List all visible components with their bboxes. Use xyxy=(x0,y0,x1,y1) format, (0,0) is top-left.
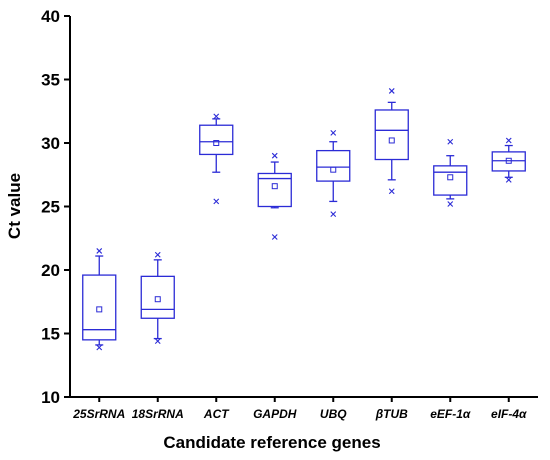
outlier-marker xyxy=(447,138,454,145)
x-tick-label: eEF-1α xyxy=(430,407,471,421)
box-eEF-1α xyxy=(433,138,468,207)
outlier-stroke xyxy=(330,211,337,218)
outlier-stroke xyxy=(505,176,512,183)
iqr-box xyxy=(316,149,351,182)
mean-marker xyxy=(505,157,512,164)
box-GAPDH xyxy=(257,152,292,240)
y-tick-label: 10 xyxy=(41,388,60,407)
outlier-stroke xyxy=(330,129,337,136)
box-βTUB xyxy=(374,88,409,195)
outlier-stroke xyxy=(271,234,278,240)
outlier-stroke xyxy=(271,152,278,159)
axes-group: 10 15 20 25 30 35 40 25SrRNA 18SrRNA ACT GAPDH UBQ β… xyxy=(41,7,538,421)
outlier-stroke xyxy=(388,188,395,195)
outlier-stroke xyxy=(388,88,395,94)
outlier-marker xyxy=(154,338,161,345)
mean-marker xyxy=(388,137,395,144)
iqr-box xyxy=(374,109,409,161)
x-tick-label: 25SrRNA xyxy=(72,407,125,421)
iqr-box xyxy=(140,275,175,319)
iqr-box xyxy=(257,172,292,208)
outlier-marker xyxy=(213,113,220,120)
iqr-box xyxy=(199,124,234,156)
x-tick-label: βTUB xyxy=(375,407,408,421)
box-UBQ xyxy=(316,129,351,218)
y-tick-label: 25 xyxy=(41,198,60,217)
x-tick-label: GAPDH xyxy=(253,407,297,421)
y-tick-label: 30 xyxy=(41,134,60,153)
y-tick-label: 40 xyxy=(41,7,60,26)
y-tick-label: 15 xyxy=(41,325,60,344)
boxes-group xyxy=(82,88,526,351)
x-tick-label: 18SrRNA xyxy=(132,407,184,421)
outlier-marker xyxy=(154,251,161,258)
outlier-marker xyxy=(96,248,103,254)
y-tick-label: 20 xyxy=(41,261,60,280)
outlier-marker xyxy=(388,88,395,94)
x-tick-label: eIF-4α xyxy=(491,407,527,421)
box-25SrRNA xyxy=(82,248,117,351)
outlier-stroke xyxy=(154,251,161,258)
outlier-marker xyxy=(330,211,337,218)
outlier-stroke xyxy=(96,344,103,351)
outlier-marker xyxy=(271,234,278,240)
outlier-stroke xyxy=(505,137,512,144)
outlier-marker xyxy=(447,201,454,207)
outlier-stroke xyxy=(154,338,161,345)
box-18SrRNA xyxy=(140,251,175,345)
mean-marker xyxy=(447,174,454,181)
mean-marker xyxy=(154,296,161,303)
mean-marker xyxy=(330,166,337,173)
x-axis-title: Candidate reference genes xyxy=(163,433,380,452)
box-ACT xyxy=(199,113,234,205)
y-tick-label: 35 xyxy=(41,71,60,90)
outlier-marker xyxy=(96,344,103,351)
outlier-stroke xyxy=(213,113,220,120)
iqr-box xyxy=(433,165,468,196)
outlier-stroke xyxy=(96,248,103,254)
mean-marker xyxy=(96,306,103,313)
outlier-marker xyxy=(505,137,512,144)
outlier-marker xyxy=(505,176,512,183)
outlier-marker xyxy=(271,152,278,159)
outlier-stroke xyxy=(213,198,220,205)
x-tick-label: UBQ xyxy=(320,407,347,421)
mean-marker xyxy=(213,140,220,146)
outlier-marker xyxy=(388,188,395,195)
box-eIF-4α xyxy=(491,137,526,183)
x-tick-label: ACT xyxy=(203,407,230,421)
y-axis-title: Ct value xyxy=(5,173,24,239)
mean-marker xyxy=(271,183,278,190)
outlier-stroke xyxy=(447,138,454,145)
outlier-stroke xyxy=(447,201,454,207)
outlier-marker xyxy=(330,129,337,136)
outlier-marker xyxy=(213,198,220,205)
iqr-box xyxy=(82,274,117,341)
